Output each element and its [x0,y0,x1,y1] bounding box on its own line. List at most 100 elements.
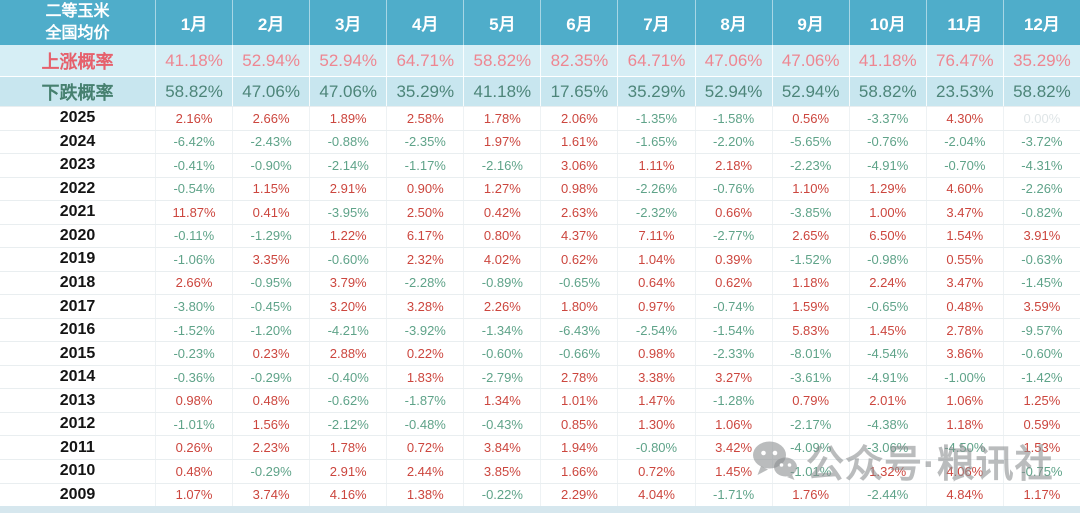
value-cell: 2.91% [309,177,386,201]
value-cell: -0.63% [1002,248,1080,271]
value-cell: 0.00% [1002,107,1080,130]
value-cell: 2.66% [155,271,232,295]
value-cell: 1.04% [617,248,694,271]
value-cell: -5.65% [771,130,849,154]
value-cell: -0.76% [694,177,772,201]
probability-value: 64.71% [386,45,463,76]
value-cell: 2.16% [155,107,232,130]
year-label: 2019 [59,250,96,268]
probability-value: 58.82% [1002,77,1080,106]
value-cell: -0.23% [155,342,232,365]
value-cell: -2.12% [309,412,386,436]
value-cell: -4.91% [848,365,926,389]
probability-value: 47.06% [309,77,386,106]
value-cell: -0.76% [848,130,926,154]
value-cell: -1.52% [771,248,849,271]
probability-value: 82.35% [540,45,617,76]
value-cell: 2.50% [386,201,463,224]
month-header: 10月 [848,0,926,45]
value-cell: 1.83% [386,365,463,389]
month-header: 11月 [925,0,1003,45]
value-cell: 0.98% [540,177,617,201]
table-row: 2021 11.87% 0.41% -3.95% 2.50% 0.42% 2.63% -2.… [0,200,1080,224]
value-cell: 1.00% [848,201,926,224]
value-cell: -2.04% [925,130,1003,154]
value-cell: 3.85% [463,459,540,483]
value-cell: -1.00% [925,365,1003,389]
value-cell: 3.38% [617,365,694,389]
year-label: 2009 [59,485,96,503]
probability-value: 41.18% [463,77,540,106]
value-cell: -1.29% [232,224,309,248]
value-cell: 2.88% [309,342,386,365]
month-header: 5月 [463,0,540,45]
value-cell: -2.26% [617,177,694,201]
year-label: 2010 [59,462,96,480]
value-cell: -0.48% [386,412,463,436]
value-cell: -1.06% [155,248,232,271]
value-cell: 1.66% [540,459,617,483]
value-cell: -0.90% [232,154,309,177]
value-cell: 0.26% [155,436,232,459]
year-label: 2021 [59,203,96,221]
value-cell: -2.14% [309,154,386,177]
value-cell: 0.48% [155,459,232,483]
value-cell: 1.25% [1002,389,1080,412]
value-cell: -2.20% [694,130,772,154]
value-cell: -0.65% [848,295,926,318]
value-cell: 3.27% [694,365,772,389]
month-header: 3月 [309,0,386,45]
value-cell: 2.24% [848,271,926,295]
value-cell: 4.37% [540,224,617,248]
value-cell: -0.54% [155,177,232,201]
value-cell: 1.47% [617,389,694,412]
value-cell: -0.98% [848,248,926,271]
table-row: 2016 -1.52% -1.20% -4.21% -3.92% -1.34% -6.43… [0,317,1080,342]
table-title-line1: 二等玉米 [45,2,110,20]
value-cell: -1.35% [617,107,694,130]
value-cell: -1.71% [694,483,772,507]
value-cell: 0.80% [463,224,540,248]
value-cell: -0.89% [463,271,540,295]
value-cell: 0.62% [540,248,617,271]
value-cell: 2.66% [232,107,309,130]
probability-value: 58.82% [848,77,926,106]
value-cell: 3.47% [925,271,1003,295]
value-cell: -1.65% [617,130,694,154]
value-cell: 4.04% [617,483,694,507]
value-cell: 6.17% [386,224,463,248]
value-cell: 2.18% [694,154,772,177]
probability-value: 47.06% [771,45,849,76]
rise-probability-label: 上涨概率 [41,51,114,72]
value-cell: 2.91% [309,459,386,483]
year-label: 2014 [59,368,96,386]
month-header: 8月 [694,0,772,45]
value-cell: 3.74% [232,483,309,507]
value-cell: 3.28% [386,295,463,318]
value-cell: 0.79% [771,389,849,412]
value-cell: -1.52% [155,318,232,342]
value-cell: 3.47% [925,201,1003,224]
month-header: 6月 [540,0,617,45]
probability-value: 35.29% [617,77,694,106]
value-cell: 4.16% [309,483,386,507]
value-cell: 3.35% [232,248,309,271]
value-cell: 1.53% [1002,436,1080,459]
table-row: 2020 -0.11% -1.29% 1.22% 6.17% 0.80% 4.37% 7.1… [0,223,1080,248]
value-cell: -3.80% [155,295,232,318]
value-cell: -0.60% [463,342,540,365]
value-cell: 7.11% [617,224,694,248]
value-cell: 3.91% [1002,224,1080,248]
value-cell: 0.48% [232,389,309,412]
value-cell: 1.32% [848,459,926,483]
value-cell: -0.66% [540,342,617,365]
value-cell: 1.22% [309,224,386,248]
rise-probability-row: 上涨概率 41.18% 52.94% 52.94% 64.71% 58.82% 82.35… [0,45,1080,76]
value-cell: 1.78% [309,436,386,459]
value-cell: 0.72% [617,459,694,483]
table-row: 2024 -6.42% -2.43% -0.88% -2.35% 1.97% 1.61% -… [0,129,1080,154]
value-cell: 4.06% [925,459,1003,483]
probability-value: 58.82% [463,45,540,76]
value-cell: -2.23% [771,154,849,177]
fall-probability-row: 下跌概率 58.82% 47.06% 47.06% 35.29% 41.18% 17.65… [0,76,1080,106]
